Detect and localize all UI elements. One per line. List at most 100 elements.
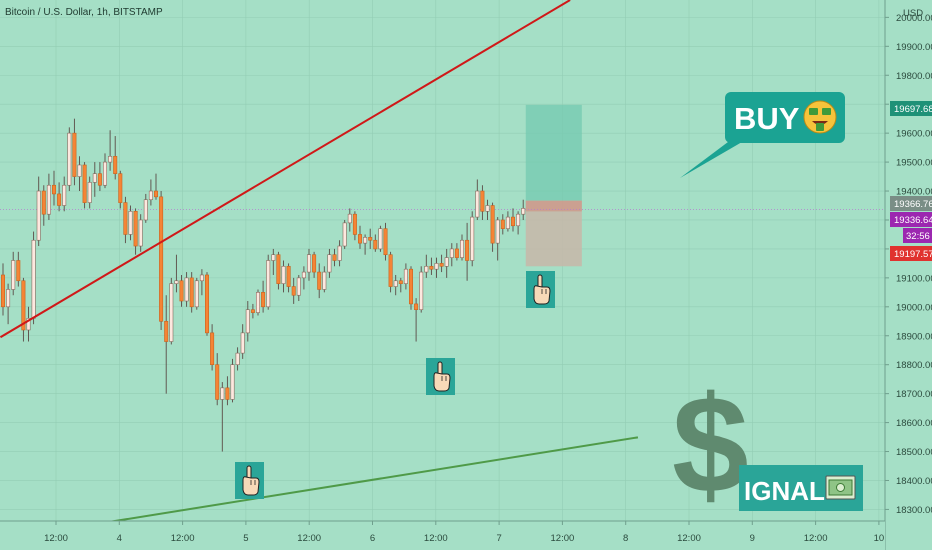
candle[interactable] bbox=[194, 277, 199, 310]
candle[interactable] bbox=[434, 257, 439, 278]
candle[interactable] bbox=[388, 251, 393, 293]
candle[interactable] bbox=[337, 240, 342, 267]
candle[interactable] bbox=[164, 295, 169, 394]
candle[interactable] bbox=[26, 306, 31, 342]
candle[interactable] bbox=[245, 301, 250, 342]
candle[interactable] bbox=[51, 170, 56, 206]
candle[interactable] bbox=[36, 176, 41, 247]
candle[interactable] bbox=[408, 266, 413, 310]
candle[interactable] bbox=[500, 214, 505, 235]
candle[interactable] bbox=[57, 182, 62, 212]
candle[interactable] bbox=[271, 248, 276, 275]
candle[interactable] bbox=[439, 254, 444, 273]
candle[interactable] bbox=[108, 130, 113, 171]
candle[interactable] bbox=[230, 358, 235, 403]
candle[interactable] bbox=[138, 214, 143, 252]
stop-zone[interactable] bbox=[525, 200, 582, 267]
candle[interactable] bbox=[281, 260, 286, 293]
candle[interactable] bbox=[133, 208, 138, 255]
candle[interactable] bbox=[255, 289, 260, 316]
candle[interactable] bbox=[118, 170, 123, 209]
candle[interactable] bbox=[342, 219, 347, 249]
candle[interactable] bbox=[357, 225, 362, 249]
candle[interactable] bbox=[103, 153, 108, 189]
candle[interactable] bbox=[82, 162, 87, 209]
candle[interactable] bbox=[510, 208, 515, 232]
candle[interactable] bbox=[419, 266, 424, 313]
candle[interactable] bbox=[459, 234, 464, 261]
candle[interactable] bbox=[113, 136, 118, 180]
candle[interactable] bbox=[454, 243, 459, 261]
candle[interactable] bbox=[41, 185, 46, 226]
candle[interactable] bbox=[184, 272, 189, 307]
candle[interactable] bbox=[470, 211, 475, 267]
candle[interactable] bbox=[87, 176, 92, 209]
target-zone[interactable] bbox=[525, 104, 582, 201]
candle[interactable] bbox=[403, 263, 408, 290]
candle[interactable] bbox=[67, 127, 72, 192]
candle[interactable] bbox=[154, 173, 159, 200]
candle[interactable] bbox=[225, 376, 230, 406]
candle[interactable] bbox=[485, 199, 490, 220]
candle[interactable] bbox=[480, 185, 485, 220]
candle[interactable] bbox=[31, 231, 36, 325]
candle[interactable] bbox=[62, 176, 67, 212]
candle[interactable] bbox=[322, 266, 327, 293]
candle[interactable] bbox=[347, 208, 352, 232]
candle[interactable] bbox=[276, 251, 281, 290]
candle[interactable] bbox=[373, 234, 378, 252]
candle[interactable] bbox=[210, 324, 215, 371]
candle[interactable] bbox=[368, 228, 373, 249]
candle[interactable] bbox=[475, 179, 480, 220]
candle[interactable] bbox=[46, 173, 51, 220]
candle[interactable] bbox=[429, 257, 434, 275]
candle[interactable] bbox=[159, 191, 164, 330]
candle[interactable] bbox=[169, 277, 174, 345]
support-trendline[interactable] bbox=[102, 436, 639, 525]
candle[interactable] bbox=[16, 251, 21, 287]
candle[interactable] bbox=[327, 248, 332, 278]
candle[interactable] bbox=[378, 225, 383, 252]
candle[interactable] bbox=[383, 222, 388, 261]
candle[interactable] bbox=[301, 266, 306, 290]
price-axis-panel[interactable] bbox=[885, 0, 932, 550]
candle[interactable] bbox=[398, 277, 403, 293]
candle[interactable] bbox=[205, 272, 210, 336]
candle[interactable] bbox=[296, 274, 301, 302]
candle[interactable] bbox=[465, 222, 470, 281]
candle[interactable] bbox=[521, 199, 526, 220]
candle[interactable] bbox=[495, 217, 500, 261]
candle[interactable] bbox=[516, 211, 521, 235]
candle[interactable] bbox=[444, 248, 449, 278]
candle[interactable] bbox=[11, 251, 16, 296]
candle[interactable] bbox=[143, 193, 148, 223]
candle[interactable] bbox=[286, 263, 291, 293]
candle[interactable] bbox=[261, 280, 266, 313]
candle[interactable] bbox=[414, 298, 419, 342]
candle[interactable] bbox=[235, 347, 240, 371]
candle[interactable] bbox=[424, 254, 429, 278]
candle[interactable] bbox=[306, 248, 311, 281]
candle[interactable] bbox=[215, 353, 220, 406]
candle[interactable] bbox=[266, 254, 271, 310]
candle[interactable] bbox=[220, 382, 225, 452]
signal-badge[interactable]: $ IGNAL bbox=[672, 368, 863, 522]
candle[interactable] bbox=[505, 211, 510, 232]
candle[interactable] bbox=[490, 202, 495, 252]
candle[interactable] bbox=[128, 205, 133, 241]
candle[interactable] bbox=[21, 277, 26, 342]
candle[interactable] bbox=[174, 254, 179, 293]
time-axis-panel[interactable] bbox=[0, 521, 885, 550]
candle[interactable] bbox=[199, 269, 204, 296]
candle[interactable] bbox=[148, 179, 153, 206]
candle[interactable] bbox=[0, 263, 6, 316]
candle[interactable] bbox=[77, 156, 82, 192]
resistance-trendline[interactable] bbox=[0, 0, 571, 339]
candle[interactable] bbox=[72, 118, 77, 186]
candle[interactable] bbox=[92, 162, 97, 197]
candle[interactable] bbox=[250, 303, 255, 319]
candle[interactable] bbox=[393, 274, 398, 296]
candle[interactable] bbox=[6, 283, 11, 325]
